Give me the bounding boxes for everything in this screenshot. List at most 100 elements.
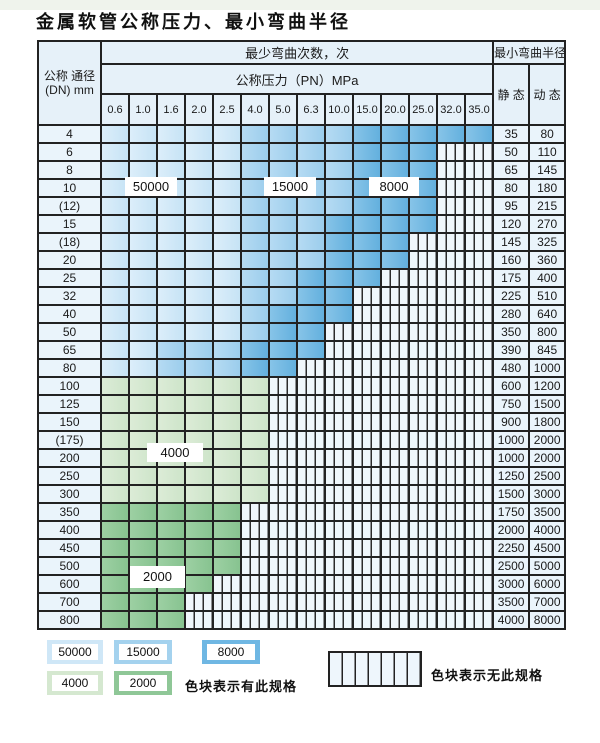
spec-cell: [296, 160, 326, 180]
legend-hatch-box: [328, 651, 422, 687]
dynamic-cell: 145: [528, 160, 567, 180]
no-spec-cell: [296, 538, 326, 558]
spec-cell: [100, 430, 130, 450]
static-cell: 160: [492, 250, 531, 270]
spec-cell: [100, 358, 130, 378]
dynamic-cell: 4000: [528, 520, 567, 540]
dn-cell: 15: [37, 214, 102, 234]
no-spec-cell: [212, 592, 242, 612]
static-cell: 65: [492, 160, 531, 180]
spec-cell: [240, 430, 270, 450]
dynamic-cell: 180: [528, 178, 567, 198]
no-spec-cell: [268, 556, 298, 576]
spec-cell: [184, 412, 214, 432]
no-spec-cell: [436, 556, 466, 576]
dynamic-cell: 2000: [528, 448, 567, 468]
spec-cell: [128, 466, 158, 486]
no-spec-cell: [380, 394, 410, 414]
spec-cell: [240, 250, 270, 270]
spec-cell: [296, 322, 326, 342]
no-spec-cell: [240, 610, 270, 630]
no-spec-cell: [268, 538, 298, 558]
no-spec-cell: [380, 268, 410, 288]
static-cell: 750: [492, 394, 531, 414]
dynamic-cell: 80: [528, 124, 567, 144]
dynamic-cell: 1200: [528, 376, 567, 396]
no-spec-cell: [408, 520, 438, 540]
pressure-value-header: 2.5: [212, 93, 242, 126]
no-spec-cell: [324, 592, 354, 612]
dn-cell: 40: [37, 304, 102, 324]
spec-cell: [100, 556, 130, 576]
spec-cell: [212, 376, 242, 396]
static-cell: 1000: [492, 430, 531, 450]
no-spec-cell: [268, 430, 298, 450]
no-spec-cell: [408, 574, 438, 594]
spec-cell: [240, 196, 270, 216]
spec-cell: [100, 538, 130, 558]
spec-cell: [128, 142, 158, 162]
table-row: 500 2500 5000: [37, 556, 567, 576]
spec-cell: [100, 448, 130, 468]
pressure-title-header: 公称压力（PN）MPa: [99, 63, 495, 95]
spec-cell: [184, 304, 214, 324]
dynamic-cell: 1800: [528, 412, 567, 432]
spec-cell: [184, 160, 214, 180]
no-spec-cell: [380, 286, 410, 306]
table-row: 600 3000 6000: [37, 574, 567, 594]
no-spec-cell: [352, 466, 382, 486]
no-spec-cell: [296, 376, 326, 396]
table-row: 40 280 640: [37, 304, 567, 324]
dn-cell: 450: [37, 538, 102, 558]
table-row: 400 2000 4000: [37, 520, 567, 540]
spec-cell: [408, 142, 438, 162]
spec-cell: [156, 214, 186, 234]
no-spec-cell: [436, 250, 466, 270]
no-spec-cell: [380, 502, 410, 522]
no-spec-cell: [463, 394, 495, 414]
table-row: 700 3500 7000: [37, 592, 567, 612]
spec-cell: [408, 214, 438, 234]
spec-cell: [128, 124, 158, 144]
spec-cell: [156, 232, 186, 252]
spec-cell: [100, 376, 130, 396]
spec-cell: [212, 142, 242, 162]
static-cell: 4000: [492, 610, 531, 630]
table-row: 100 600 1200: [37, 376, 567, 396]
spec-cell: [240, 142, 270, 162]
no-spec-cell: [268, 394, 298, 414]
spec-cell: [268, 196, 298, 216]
static-cell: 225: [492, 286, 531, 306]
spec-cell: [100, 322, 130, 342]
no-spec-cell: [296, 448, 326, 468]
pressure-value-header: 1.0: [128, 93, 158, 126]
table-row: 65 390 845: [37, 340, 567, 360]
static-cell: 145: [492, 232, 531, 252]
spec-cell: [240, 304, 270, 324]
dn-cell: 700: [37, 592, 102, 612]
no-spec-cell: [408, 340, 438, 360]
no-spec-cell: [268, 466, 298, 486]
spec-cell: [100, 250, 130, 270]
no-spec-cell: [436, 232, 466, 252]
dn-cell: 65: [37, 340, 102, 360]
no-spec-cell: [436, 268, 466, 288]
spec-cell: [128, 376, 158, 396]
spec-cell: [268, 124, 298, 144]
spec-cell: [408, 124, 438, 144]
pressure-value-header: 20.0: [380, 93, 410, 126]
no-spec-cell: [408, 232, 438, 252]
table-row: 20 160 360: [37, 250, 567, 270]
no-spec-cell: [408, 556, 438, 576]
no-spec-cell: [240, 538, 270, 558]
spec-cell: [128, 304, 158, 324]
spec-cell: [100, 160, 130, 180]
dynamic-cell: 215: [528, 196, 567, 216]
spec-cell: [100, 214, 130, 234]
spec-cell: [212, 232, 242, 252]
spec-cell: [240, 268, 270, 288]
legend-no-spec-text: 色块表示无此规格: [431, 668, 544, 683]
spec-cell: [324, 142, 354, 162]
no-spec-cell: [463, 160, 495, 180]
no-spec-cell: [408, 484, 438, 504]
